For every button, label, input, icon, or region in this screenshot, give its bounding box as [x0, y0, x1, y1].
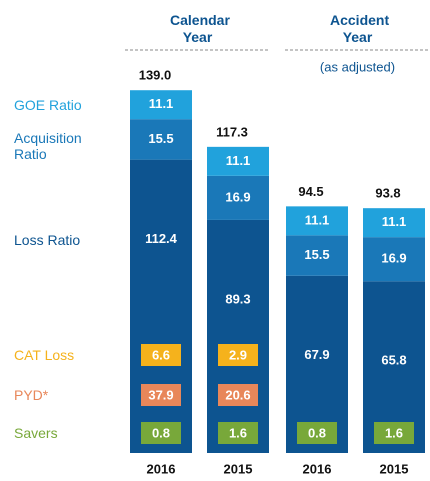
segment-label: 112.4: [145, 231, 178, 246]
group-subtitle: (as adjusted): [320, 59, 395, 74]
bar-segment: [363, 237, 425, 282]
bar-segment: [286, 206, 348, 236]
segment-label: 65.8: [381, 353, 406, 368]
segment-label: 11.1: [382, 214, 407, 229]
x-tick-label: 2015: [380, 461, 409, 476]
legend-label: PYD*: [14, 387, 49, 403]
badge: [141, 384, 181, 406]
segment-label: 16.9: [225, 189, 250, 204]
total-label: 93.8: [375, 186, 400, 201]
legend-label: CAT Loss: [14, 347, 75, 363]
bar-segment: [286, 235, 348, 276]
group-title: Calendar Year: [170, 12, 230, 45]
badge-label: 0.8: [152, 425, 170, 440]
segment-label: 11.1: [149, 96, 174, 111]
segment-label: 89.3: [225, 291, 250, 306]
legend-label: Acquisition Ratio: [14, 130, 82, 162]
total-label: 94.5: [298, 184, 323, 199]
segment-label: 11.1: [305, 212, 330, 227]
segment-label: 15.5: [148, 131, 173, 146]
bar-segment: [207, 146, 269, 176]
x-tick-label: 2016: [147, 461, 176, 476]
badge-label: 2.9: [229, 347, 247, 362]
bar-segment: [130, 119, 192, 160]
segment-label: 11.1: [226, 153, 251, 168]
bar-segment: [207, 175, 269, 220]
total-label: 117.3: [216, 124, 248, 139]
segment-label: 67.9: [304, 347, 329, 362]
badge: [218, 422, 258, 444]
bar-segment: [207, 219, 269, 453]
badge: [297, 422, 337, 444]
badge: [374, 422, 414, 444]
badge-label: 6.6: [152, 347, 170, 362]
badge: [218, 384, 258, 406]
badge-label: 20.6: [225, 387, 250, 402]
segment-label: 16.9: [381, 251, 406, 266]
legend-label: Loss Ratio: [14, 232, 81, 248]
badge-label: 37.9: [148, 387, 173, 402]
x-tick-label: 2015: [224, 461, 253, 476]
legend-label: GOE Ratio: [14, 97, 82, 113]
bar-segment: [130, 159, 192, 454]
bar-segment: [363, 208, 425, 238]
group-title: Accident Year: [330, 12, 390, 45]
x-tick-label: 2016: [303, 461, 332, 476]
total-label: 139.0: [139, 68, 172, 83]
badge-label: 1.6: [229, 425, 247, 440]
badge-label: 0.8: [308, 425, 326, 440]
badge: [218, 344, 258, 366]
bar-segment: [130, 90, 192, 120]
segment-label: 15.5: [304, 247, 329, 262]
badge: [141, 422, 181, 444]
badge: [141, 344, 181, 366]
badge-label: 1.6: [385, 425, 403, 440]
legend-label: Savers: [14, 425, 58, 441]
